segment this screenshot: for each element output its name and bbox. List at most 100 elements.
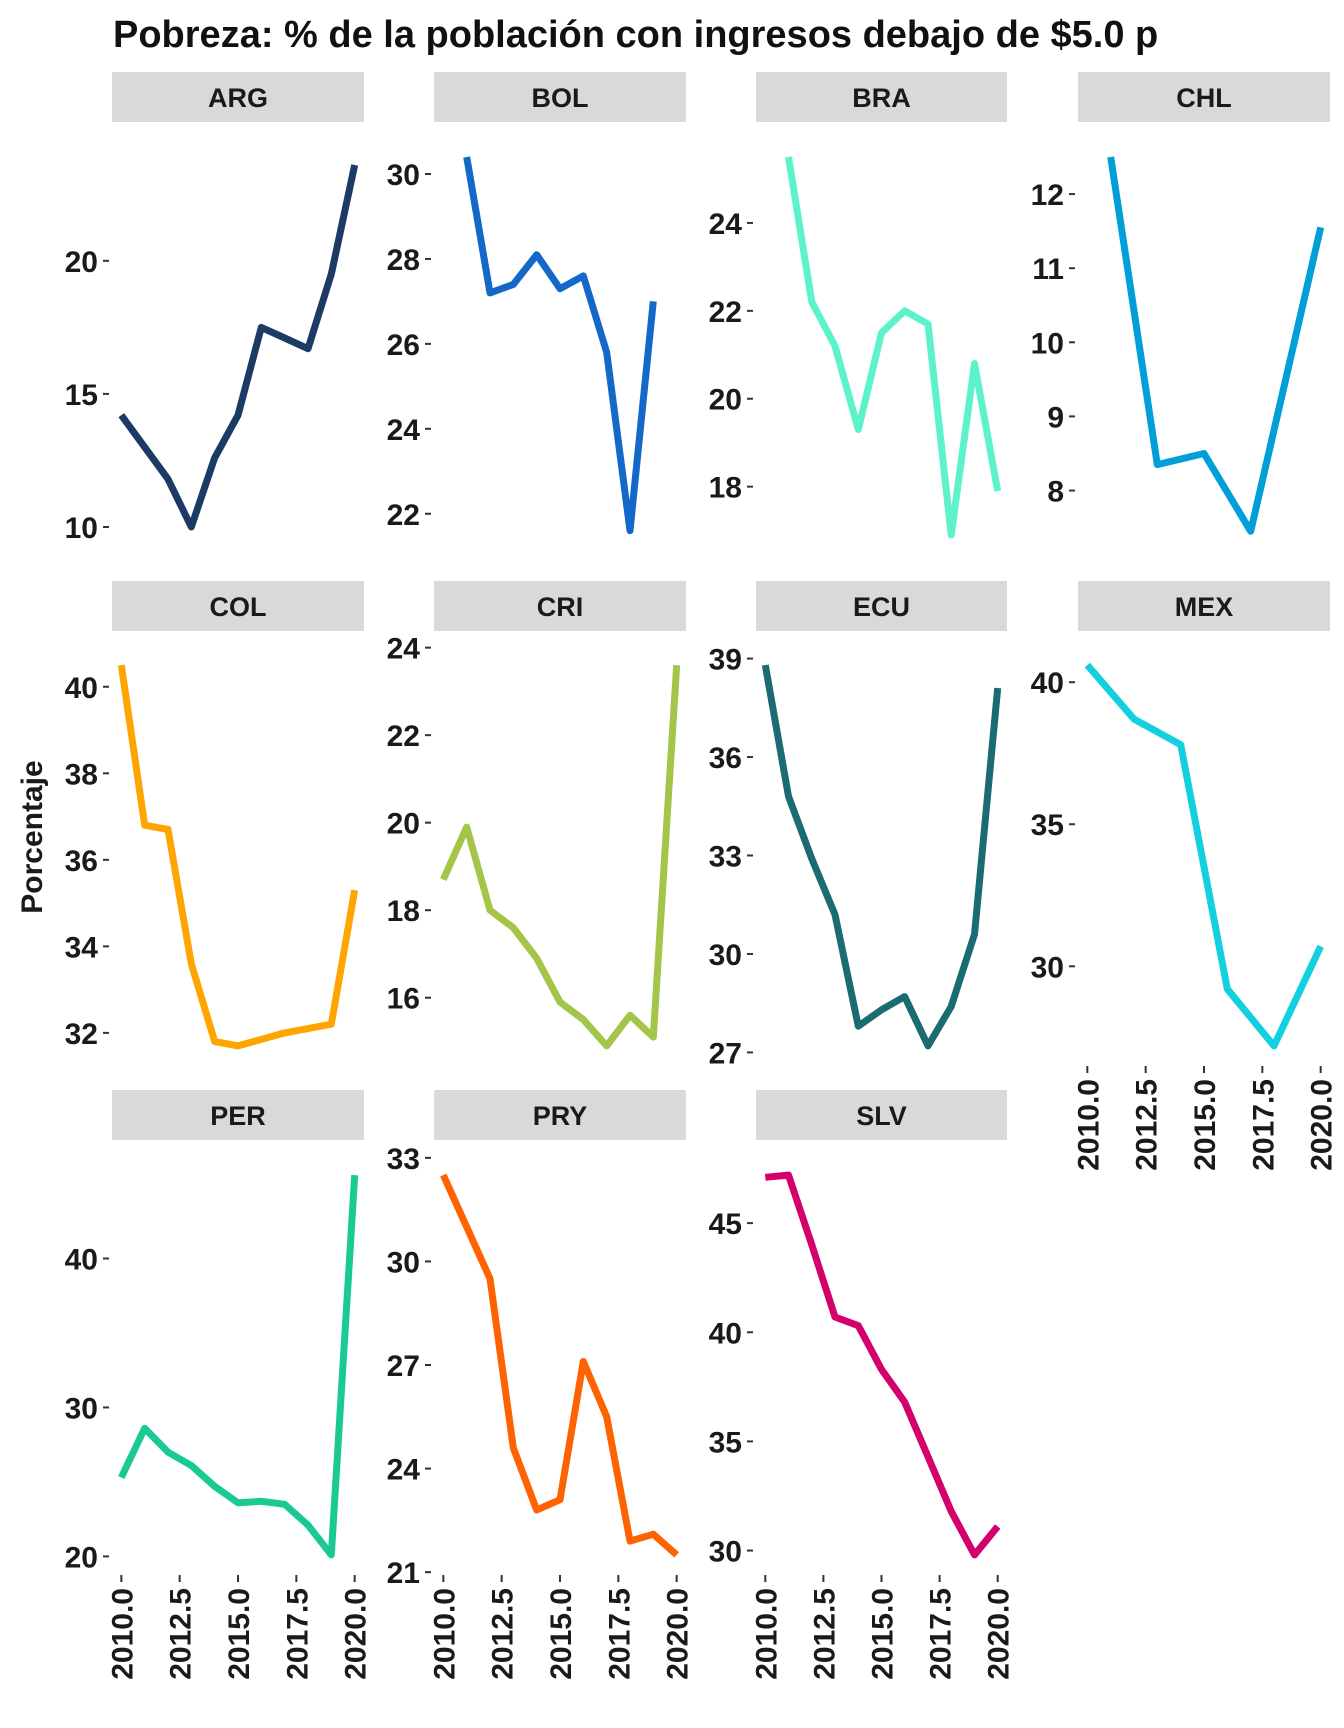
facet-ecu: ECU 27 30 33 36 39 <box>709 581 1007 1070</box>
y-tick-label: 18 <box>387 895 420 928</box>
y-tick-label: 39 <box>709 644 742 677</box>
series-line-chl <box>1107 156 1325 535</box>
y-tick-label: 35 <box>1031 809 1064 842</box>
series-line-mex <box>1084 662 1324 1050</box>
x-axis: 2010.0 2012.5 2015.0 2017.5 2020.0 <box>1072 1066 1339 1171</box>
y-tick-label: 36 <box>65 845 98 878</box>
facet-cri: CRI 16 18 20 22 24 <box>387 581 686 1050</box>
y-tick-label: 22 <box>387 499 420 532</box>
y-tick-label: 20 <box>387 808 420 841</box>
y-tick-label: 35 <box>709 1426 742 1459</box>
y-tick-label: 30 <box>387 159 420 192</box>
y-tick-label: 18 <box>709 472 742 505</box>
y-tick-label: 9 <box>1047 401 1064 434</box>
strip-label: PRY <box>533 1101 588 1131</box>
y-tick-label: 10 <box>1031 327 1064 360</box>
strip-slv <box>756 1090 1007 1140</box>
strip-label: COL <box>210 592 267 622</box>
strip-per <box>112 1090 364 1140</box>
x-tick-label: 2012.5 <box>487 1588 520 1680</box>
y-tick-label: 24 <box>387 1454 421 1487</box>
x-tick-label: 2020.0 <box>662 1588 695 1680</box>
series-line-ecu <box>761 664 1002 1050</box>
x-tick-label: 2012.5 <box>1131 1079 1164 1171</box>
x-tick-label: 2017.5 <box>281 1588 314 1680</box>
y-tick-label: 38 <box>65 758 98 791</box>
facet-pry: PRY 21 24 27 30 33 <box>387 1090 686 1590</box>
y-tick-label: 30 <box>65 1392 98 1425</box>
chart-title: Pobreza: % de la población con ingresos … <box>113 14 1158 56</box>
y-tick-label: 16 <box>387 983 420 1016</box>
y-tick-label: 34 <box>65 931 99 964</box>
y-tick-label: 24 <box>709 208 743 241</box>
y-tick-label: 40 <box>709 1317 742 1350</box>
series-line-cri <box>440 664 681 1050</box>
y-tick-label: 22 <box>387 720 420 753</box>
y-tick-label: 40 <box>1031 667 1064 700</box>
series-line-slv <box>764 1171 1001 1559</box>
strip-label: CRI <box>537 592 584 622</box>
strip-bra <box>756 72 1007 122</box>
series-line-bra <box>785 156 1002 539</box>
strip-cri <box>434 581 686 631</box>
x-tick-label: 2017.5 <box>603 1588 636 1680</box>
y-tick-label: 30 <box>709 939 742 972</box>
y-tick-label: 30 <box>1031 951 1064 984</box>
strip-bol <box>434 72 686 122</box>
facet-panels: ARG 10 15 20 BOL 22 24 26 28 30 BRA 18 20 22 24 CHL 8 9 10… <box>65 72 1339 1680</box>
y-tick-label: 30 <box>709 1536 742 1569</box>
x-axis: 2010.0 2012.5 2015.0 2017.5 2020.0 <box>106 1575 373 1680</box>
y-tick-label: 12 <box>1031 179 1064 212</box>
strip-label: SLV <box>856 1101 907 1131</box>
x-tick-label: 2017.5 <box>1247 1079 1280 1171</box>
series-line-arg <box>118 164 359 531</box>
strip-col <box>112 581 364 631</box>
strip-label: CHL <box>1176 83 1232 113</box>
y-tick-label: 45 <box>709 1208 742 1241</box>
y-tick-label: 36 <box>709 742 742 775</box>
x-tick-label: 2012.5 <box>808 1588 841 1680</box>
y-tick-label: 40 <box>65 1244 98 1277</box>
y-tick-label: 11 <box>1032 253 1064 286</box>
x-tick-label: 2020.0 <box>340 1588 373 1680</box>
strip-label: BOL <box>532 83 589 113</box>
x-tick-label: 2015.0 <box>867 1588 900 1680</box>
strip-label: ECU <box>853 592 910 622</box>
x-tick-label: 2010.0 <box>750 1588 783 1680</box>
strip-ecu <box>756 581 1007 631</box>
y-tick-label: 27 <box>387 1350 420 1383</box>
y-tick-label: 15 <box>65 379 98 412</box>
y-tick-label: 30 <box>387 1246 420 1279</box>
y-tick-label: 20 <box>709 384 742 417</box>
x-tick-label: 2020.0 <box>983 1588 1016 1680</box>
y-tick-label: 20 <box>65 1541 98 1574</box>
x-tick-label: 2012.5 <box>165 1588 198 1680</box>
x-tick-label: 2015.0 <box>545 1588 578 1680</box>
y-axis-label: Porcentaje <box>16 760 49 913</box>
x-axis: 2010.0 2012.5 2015.0 2017.5 2020.0 <box>428 1575 695 1680</box>
facet-col: COL 32 34 36 38 40 <box>65 581 364 1051</box>
x-tick-label: 2010.0 <box>106 1588 139 1680</box>
series-line-bol <box>463 156 657 535</box>
x-tick-label: 2017.5 <box>925 1588 958 1680</box>
y-tick-label: 8 <box>1047 476 1064 509</box>
strip-pry <box>434 1090 686 1140</box>
series-line-col <box>117 664 359 1050</box>
x-tick-label: 2010.0 <box>428 1588 461 1680</box>
strip-chl <box>1078 72 1330 122</box>
facet-arg: ARG 10 15 20 <box>65 72 364 545</box>
y-tick-label: 10 <box>65 512 98 545</box>
y-tick-label: 40 <box>65 672 98 705</box>
facet-bol: BOL 22 24 26 28 30 <box>387 72 686 535</box>
strip-arg <box>112 72 364 122</box>
x-tick-label: 2015.0 <box>223 1588 256 1680</box>
x-tick-label: 2015.0 <box>1189 1079 1222 1171</box>
facet-chl: CHL 8 9 10 11 12 <box>1031 72 1330 535</box>
strip-label: BRA <box>852 83 911 113</box>
facet-slv: SLV 30 35 40 45 <box>709 1090 1007 1569</box>
x-axis: 2010.0 2012.5 2015.0 2017.5 2020.0 <box>750 1575 1016 1680</box>
strip-label: ARG <box>208 83 268 113</box>
y-tick-label: 28 <box>387 244 420 277</box>
series-line-pry <box>440 1173 680 1558</box>
